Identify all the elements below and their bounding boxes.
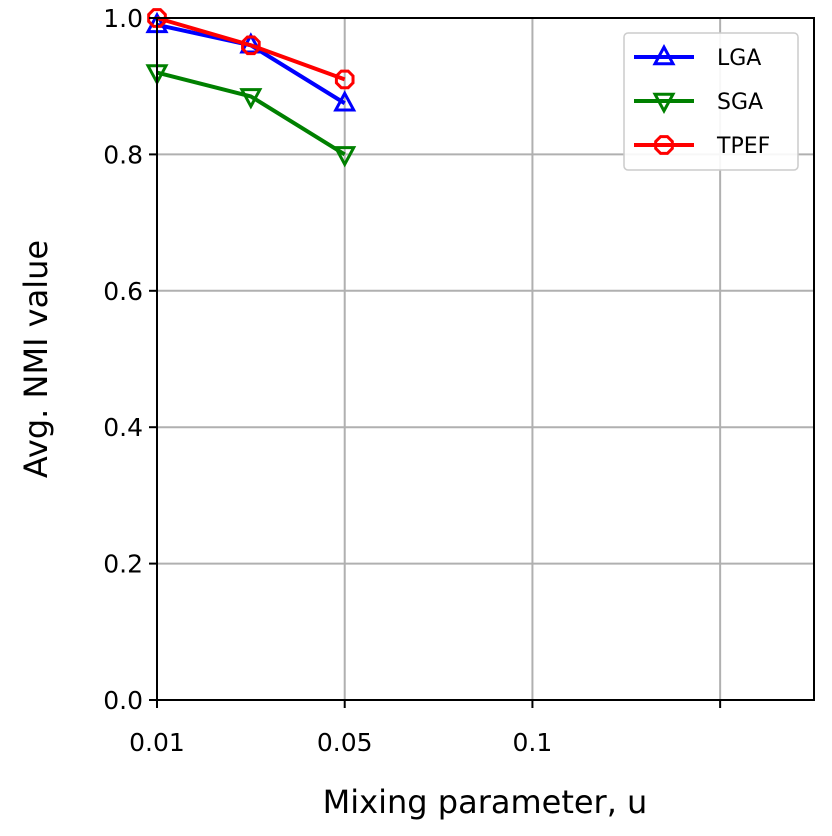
x-tick-label: 0.01 xyxy=(129,728,185,757)
tpef-data-point xyxy=(334,69,355,90)
series-layer xyxy=(145,8,357,168)
legend-tpef-marker xyxy=(654,135,674,155)
y-tick-label: 0.8 xyxy=(103,140,143,169)
x-tick-label: 0.1 xyxy=(513,728,553,757)
axis-ticks: 0.0 0.2 0.4 0.6 0.8 1.0 0.01 0.05 0.1 xyxy=(103,4,722,757)
y-axis-title: Avg. NMI value xyxy=(17,240,55,478)
y-tick-label: 0.2 xyxy=(103,550,143,579)
tpef-data-point xyxy=(241,35,261,56)
sga-series-line xyxy=(156,70,346,157)
tpef-data-point xyxy=(147,8,167,28)
y-tick-label: 0.4 xyxy=(103,413,143,442)
lga-data-point xyxy=(333,90,357,112)
legend-sga-marker xyxy=(652,92,676,115)
legend-lga-marker xyxy=(652,43,676,66)
sga-data-point xyxy=(239,88,263,110)
sga-data-point xyxy=(333,146,357,168)
y-tick-label: 1.0 xyxy=(103,4,143,33)
plot-frame xyxy=(156,17,815,701)
legend-sga-label: SGA xyxy=(717,90,763,115)
x-axis-title: Mixing parameter, u xyxy=(323,783,648,821)
y-tick-label: 0.6 xyxy=(103,277,143,306)
legend: LGA SGA TPEF xyxy=(623,32,799,171)
tpef-series-line xyxy=(156,16,346,82)
legend-tpef-label: TPEF xyxy=(716,134,770,159)
y-tick-label: 0.0 xyxy=(103,686,143,715)
x-tick-label: 0.05 xyxy=(317,728,373,757)
legend-lga-label: LGA xyxy=(717,46,761,71)
